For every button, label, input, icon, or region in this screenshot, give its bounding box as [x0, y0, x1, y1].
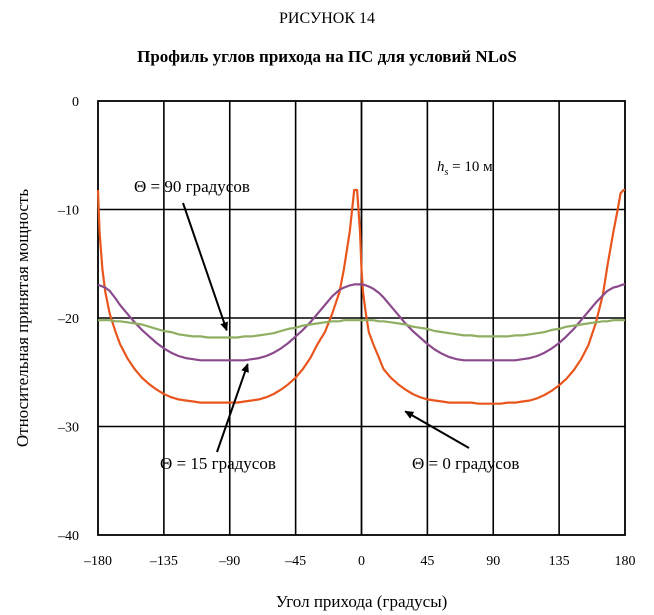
y-tick-label: –30 — [57, 421, 79, 436]
x-axis-label: Угол прихода (градусы) — [276, 592, 448, 611]
x-axis-ticks: –180 –135 –90 –45 0 45 90 135 180 — [83, 554, 636, 569]
annotation-height-value: = 10 м — [448, 159, 493, 175]
annotation-arrow-theta-0 — [404, 410, 470, 449]
x-tick-label: –135 — [149, 554, 178, 569]
y-axis-ticks: 0 –10 –20 –30 –40 — [57, 95, 79, 544]
x-tick-label: –45 — [284, 554, 306, 569]
annotation-theta-15: Θ = 15 градусов — [160, 454, 276, 473]
series-line — [98, 319, 625, 339]
annotation-arrow-theta-90 — [182, 202, 228, 332]
y-tick-label: –10 — [57, 204, 79, 219]
chart-title: Профиль углов прихода на ПС для условий … — [137, 47, 517, 66]
figure-label: РИСУНОК 14 — [278, 10, 376, 27]
y-tick-label: –40 — [57, 529, 79, 544]
annotation-height: hs = 10 м — [437, 159, 493, 178]
x-tick-label: –90 — [218, 554, 240, 569]
annotation-height-symbol: h — [437, 159, 445, 175]
grid-lines — [98, 101, 625, 535]
y-tick-label: 0 — [72, 95, 79, 110]
series-lines — [96, 188, 625, 405]
x-tick-label: 180 — [615, 554, 636, 569]
y-axis-label: Относительная принятая мощность — [13, 189, 32, 448]
y-tick-label: –20 — [57, 312, 79, 327]
annotation-theta-90: Θ = 90 градусов — [134, 177, 250, 196]
annotation-theta-0: Θ = 0 градусов — [412, 454, 519, 473]
series-line — [96, 188, 625, 405]
series-line — [97, 283, 625, 362]
annotation-arrow-theta-15 — [216, 363, 249, 453]
x-tick-label: 135 — [549, 554, 570, 569]
x-tick-label: 90 — [486, 554, 500, 569]
x-tick-label: –180 — [83, 554, 112, 569]
x-tick-label: 45 — [420, 554, 434, 569]
x-tick-label: 0 — [358, 554, 365, 569]
annotation-height-subscript: s — [445, 167, 449, 178]
plot-frame — [97, 100, 626, 536]
annotations: Θ = 90 градусов Θ = 15 градусов Θ = 0 гр… — [134, 159, 519, 473]
